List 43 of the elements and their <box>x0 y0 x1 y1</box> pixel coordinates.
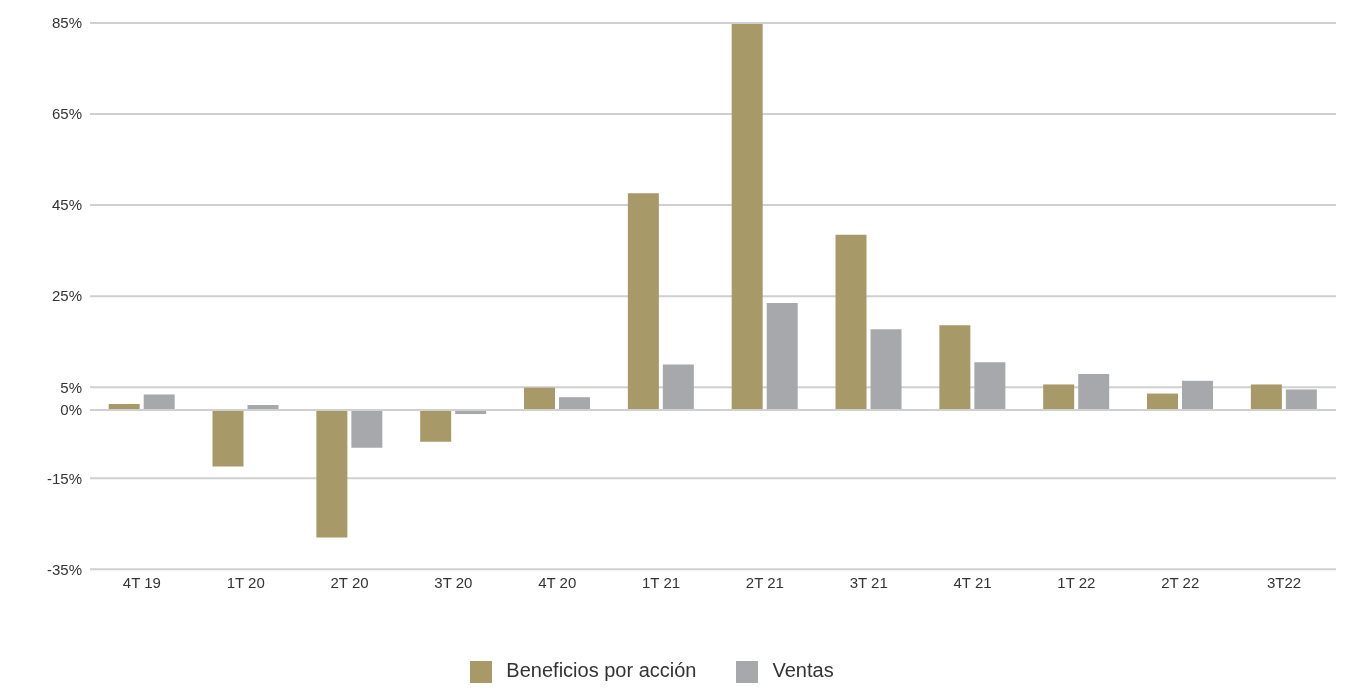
y-tick-label: 65% <box>51 105 82 123</box>
x-tick-label: 3T 21 <box>849 573 888 591</box>
bar <box>316 409 348 538</box>
bar <box>627 193 659 410</box>
legend-label: Beneficios por acción <box>506 659 697 682</box>
x-tick-label: 1T 21 <box>642 573 681 591</box>
x-tick-label: 2T 21 <box>745 573 784 591</box>
bar <box>835 234 867 410</box>
legend-label: Ventas <box>772 659 834 682</box>
y-tick-label: 5% <box>60 378 82 396</box>
bar <box>559 397 591 410</box>
bar <box>524 387 556 410</box>
bar <box>1043 384 1075 410</box>
x-tick-label: 4T 21 <box>953 573 992 591</box>
x-tick-label: 1T 22 <box>1057 573 1096 591</box>
x-tick-label: 2T 22 <box>1161 573 1200 591</box>
bar <box>143 394 175 410</box>
bar <box>351 409 383 448</box>
bar <box>1182 380 1214 410</box>
bar <box>766 302 798 410</box>
y-tick-label: 85% <box>51 14 82 32</box>
y-tick-label: 0% <box>60 401 82 419</box>
bar <box>974 362 1006 410</box>
x-tick-label: 1T 20 <box>226 573 265 591</box>
x-tick-label: 2T 20 <box>330 573 369 591</box>
y-tick-label: 25% <box>51 287 82 305</box>
bar <box>1285 389 1317 410</box>
y-tick-label: -35% <box>46 560 82 578</box>
y-tick-label: -15% <box>46 469 82 487</box>
bar <box>212 409 244 467</box>
x-tick-label: 3T22 <box>1266 573 1302 591</box>
bar <box>870 329 902 410</box>
bar <box>662 364 694 410</box>
bar <box>1147 393 1179 410</box>
bar <box>420 409 452 442</box>
x-tick-label: 3T 20 <box>434 573 473 591</box>
bar <box>1078 373 1110 410</box>
bar <box>939 325 971 410</box>
x-tick-label: 4T 19 <box>122 573 161 591</box>
bar <box>1250 384 1282 410</box>
bar <box>731 23 763 410</box>
x-tick-label: 4T 20 <box>538 573 577 591</box>
y-tick-label: 45% <box>51 196 82 214</box>
